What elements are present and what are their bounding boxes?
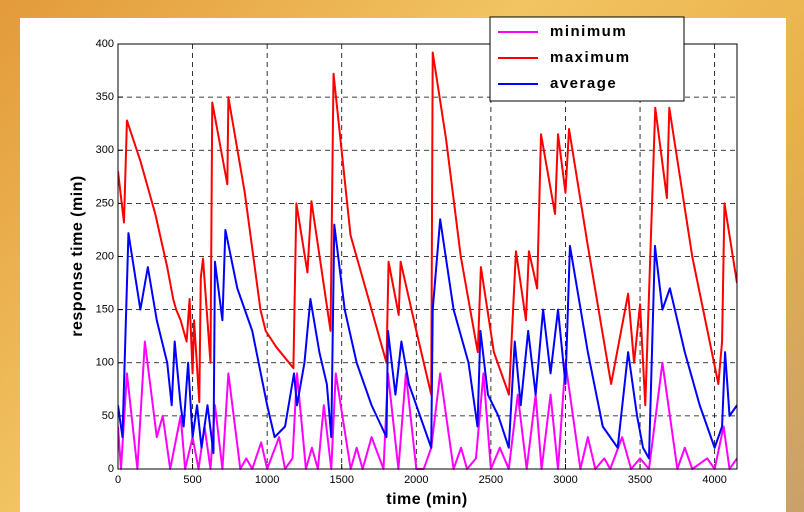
- x-tick-label: 2000: [404, 474, 428, 486]
- legend-label: maximum: [550, 49, 631, 66]
- series-line: [118, 218, 737, 460]
- y-tick-label: 250: [96, 197, 114, 209]
- y-tick-label: 100: [96, 357, 114, 369]
- x-axis-label: time (min): [386, 491, 467, 508]
- legend-label: minimum: [550, 23, 627, 40]
- axes-frame: [117, 43, 738, 470]
- x-tick-label: 2500: [479, 474, 503, 486]
- y-tick-label: 350: [96, 91, 114, 103]
- x-tick-label: 0: [115, 474, 121, 486]
- y-tick-label: 50: [102, 410, 114, 422]
- x-tick-label: 500: [183, 474, 201, 486]
- y-tick-label: 200: [96, 250, 114, 262]
- y-tick-label: 0: [108, 463, 114, 475]
- x-tick-label: 3500: [628, 474, 652, 486]
- x-tick-label: 3000: [553, 474, 577, 486]
- y-tick-label: 400: [96, 38, 114, 50]
- legend-label: average: [550, 75, 617, 92]
- series-line: [118, 51, 737, 407]
- x-tick-label: 1000: [255, 474, 279, 486]
- x-tick-label: 4000: [702, 474, 726, 486]
- y-tick-label: 300: [96, 144, 114, 156]
- y-axis-label: response time (min): [69, 175, 86, 337]
- y-tick-label: 150: [96, 304, 114, 316]
- x-tick-label: 1500: [329, 474, 353, 486]
